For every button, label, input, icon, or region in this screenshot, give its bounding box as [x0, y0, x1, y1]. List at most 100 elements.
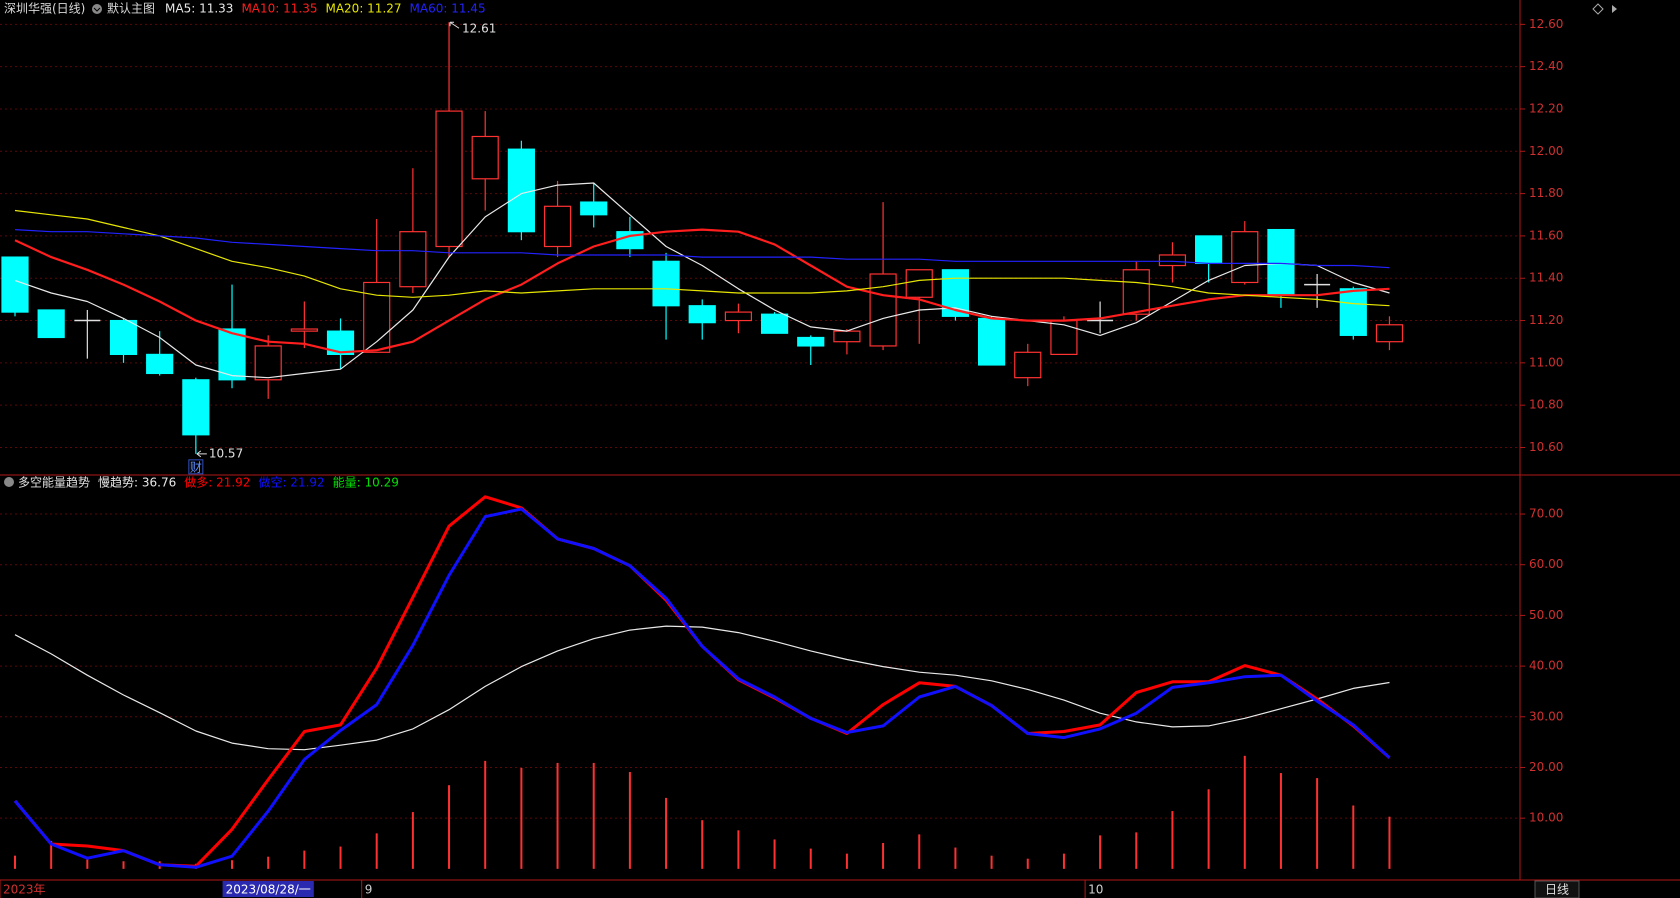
- energy-bar: [1243, 755, 1246, 869]
- candle-body: [941, 269, 970, 317]
- candle-body: [399, 231, 427, 288]
- energy-bar: [592, 762, 595, 869]
- candle-body: [1050, 319, 1078, 356]
- series-line: [14, 229, 1390, 269]
- energy-bar: [1388, 816, 1391, 869]
- candle-body: [1014, 351, 1042, 379]
- energy-bar: [122, 861, 125, 869]
- energy-bar: [1135, 832, 1138, 869]
- candle-body: [471, 135, 499, 180]
- x-tick-label: 2023/08/28/一: [226, 883, 311, 897]
- candle-body: [37, 309, 65, 339]
- energy-bar: [628, 772, 631, 869]
- y-tick-label: 70.00: [1529, 507, 1563, 521]
- energy-bar: [520, 767, 523, 869]
- candle-body: [652, 260, 680, 307]
- energy-bar: [1171, 811, 1174, 869]
- low-pointer: [196, 450, 207, 458]
- energy-bar: [303, 850, 306, 869]
- chart-subtitle[interactable]: 默认主图: [107, 1, 155, 16]
- candle-body: [326, 330, 355, 356]
- legend-entry: MA5: 11.33: [165, 2, 233, 16]
- y-tick-label: 40.00: [1529, 659, 1563, 673]
- energy-bar: [50, 840, 53, 869]
- candle-body: [1375, 324, 1404, 343]
- menu-icon-arrow: [93, 7, 101, 12]
- energy-bar: [954, 847, 957, 869]
- energy-bar: [773, 839, 776, 869]
- energy-bar: [918, 834, 921, 869]
- chart-title: 深圳华强(日线): [4, 2, 85, 16]
- energy-bar: [267, 856, 270, 869]
- legend-entry: MA60: 11.45: [410, 2, 486, 16]
- legend-entry: MA10: 11.35: [241, 2, 317, 16]
- candle-body: [1, 256, 29, 313]
- candle-body: [1267, 228, 1295, 296]
- energy-bar: [14, 855, 16, 869]
- candle-body: [1158, 254, 1187, 267]
- y-tick-label: 11.20: [1529, 313, 1563, 327]
- candle-body: [1339, 288, 1367, 336]
- y-tick-label: 12.20: [1529, 101, 1563, 115]
- annotation: 财: [190, 460, 202, 474]
- indicator-title: 多空能量趋势: [18, 476, 90, 490]
- menu-icon[interactable]: [92, 4, 102, 14]
- x-tick-label: 9: [365, 883, 373, 897]
- y-tick-label: 10.80: [1529, 398, 1563, 412]
- energy-bar: [1352, 805, 1355, 869]
- candle-body: [435, 110, 463, 248]
- diamond-icon[interactable]: [1592, 3, 1604, 15]
- series-line: [14, 228, 1390, 354]
- y-tick-label: 50.00: [1529, 608, 1563, 622]
- energy-bar: [809, 848, 812, 869]
- y-tick-label: 60.00: [1529, 557, 1563, 571]
- candle-body: [507, 148, 535, 233]
- energy-bar: [990, 855, 993, 869]
- legend-entry: 能量: 10.29: [333, 476, 399, 490]
- candle-body: [977, 317, 1006, 366]
- energy-bar: [845, 853, 848, 869]
- legend-entry: MA20: 11.27: [325, 2, 401, 16]
- y-tick-label: 11.40: [1529, 271, 1563, 285]
- y-tick-label: 10.60: [1529, 440, 1563, 454]
- y-tick-label: 11.80: [1529, 186, 1563, 200]
- energy-bar: [411, 812, 414, 869]
- energy-bar: [701, 820, 704, 869]
- candle-body: [182, 379, 210, 436]
- period-box[interactable]: [1534, 880, 1580, 898]
- energy-bar: [484, 760, 487, 869]
- candle-body: [833, 330, 861, 343]
- energy-bar: [86, 857, 89, 869]
- energy-bar: [1099, 835, 1102, 869]
- legend-entry: 做多: 21.92: [184, 475, 250, 490]
- y-tick-label: 20.00: [1529, 760, 1563, 774]
- high-pointer: [449, 21, 460, 29]
- energy-bar: [339, 846, 342, 869]
- energy-bar: [737, 830, 740, 869]
- y-tick-label: 12.60: [1529, 17, 1563, 31]
- energy-bar: [448, 785, 451, 869]
- series-line: [14, 209, 1390, 307]
- candle-body: [1231, 231, 1259, 284]
- candle-body: [543, 205, 572, 248]
- energy-bar: [882, 842, 885, 869]
- y-tick-label: 12.40: [1529, 59, 1563, 73]
- indicator-menu-icon[interactable]: [4, 477, 14, 487]
- period-label[interactable]: 日线: [1545, 883, 1569, 897]
- legend-entry: 做空: 21.92: [258, 475, 324, 490]
- play-icon[interactable]: [1612, 5, 1617, 13]
- energy-bar: [231, 860, 234, 869]
- annotation-box: [188, 459, 204, 475]
- energy-bar: [665, 797, 668, 869]
- candle-body: [146, 353, 174, 375]
- y-tick-label: 11.60: [1529, 228, 1563, 242]
- y-tick-label: 30.00: [1529, 709, 1563, 723]
- x-tick-label: 10: [1088, 883, 1103, 897]
- x-tick-label: 2023年: [3, 883, 46, 897]
- candle-body: [688, 305, 716, 324]
- series-line: [14, 625, 1390, 751]
- energy-bar: [556, 762, 559, 869]
- energy-bar: [1316, 778, 1319, 869]
